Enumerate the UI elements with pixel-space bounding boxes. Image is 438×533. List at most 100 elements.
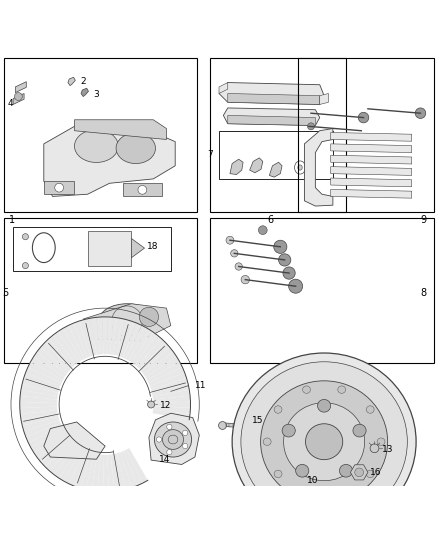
Text: 12: 12 xyxy=(160,401,171,410)
Ellipse shape xyxy=(274,470,282,478)
Polygon shape xyxy=(69,450,88,486)
Polygon shape xyxy=(141,347,173,374)
Bar xyxy=(298,59,434,212)
Polygon shape xyxy=(230,159,243,174)
Text: 1: 1 xyxy=(9,215,15,224)
Bar xyxy=(219,131,333,179)
Ellipse shape xyxy=(318,399,331,412)
Polygon shape xyxy=(64,449,85,484)
Polygon shape xyxy=(44,422,105,459)
Circle shape xyxy=(355,468,364,477)
Polygon shape xyxy=(114,453,126,491)
Polygon shape xyxy=(223,108,320,125)
Circle shape xyxy=(235,263,242,270)
Polygon shape xyxy=(153,406,191,414)
Polygon shape xyxy=(44,126,175,197)
Ellipse shape xyxy=(303,490,311,497)
Polygon shape xyxy=(20,396,57,403)
Circle shape xyxy=(231,249,238,257)
Polygon shape xyxy=(25,367,61,386)
Circle shape xyxy=(22,233,28,240)
Text: 9: 9 xyxy=(420,215,427,224)
Text: 15: 15 xyxy=(252,416,264,425)
Polygon shape xyxy=(41,343,71,372)
Polygon shape xyxy=(54,445,79,478)
Polygon shape xyxy=(81,88,88,96)
Polygon shape xyxy=(20,407,57,414)
Polygon shape xyxy=(22,417,59,432)
Polygon shape xyxy=(31,357,65,380)
Bar xyxy=(210,219,434,363)
Circle shape xyxy=(226,236,234,244)
Polygon shape xyxy=(331,155,412,164)
Polygon shape xyxy=(228,93,320,104)
Ellipse shape xyxy=(99,304,155,339)
Polygon shape xyxy=(34,352,67,377)
Polygon shape xyxy=(96,317,103,354)
Polygon shape xyxy=(21,384,58,396)
Polygon shape xyxy=(144,352,177,377)
Ellipse shape xyxy=(366,406,374,413)
Ellipse shape xyxy=(232,353,416,530)
Bar xyxy=(4,219,197,363)
Ellipse shape xyxy=(353,424,366,437)
Ellipse shape xyxy=(296,464,309,477)
Text: 2: 2 xyxy=(80,77,86,86)
Polygon shape xyxy=(80,453,94,490)
Polygon shape xyxy=(148,367,185,386)
Ellipse shape xyxy=(168,435,178,444)
Circle shape xyxy=(55,183,64,192)
Polygon shape xyxy=(126,448,148,483)
Polygon shape xyxy=(22,378,59,393)
Circle shape xyxy=(14,93,22,101)
Circle shape xyxy=(274,240,287,253)
Polygon shape xyxy=(152,410,190,419)
Polygon shape xyxy=(153,396,191,403)
Polygon shape xyxy=(74,321,91,358)
Polygon shape xyxy=(20,390,58,400)
Polygon shape xyxy=(20,410,58,420)
Circle shape xyxy=(258,226,267,235)
Circle shape xyxy=(283,267,295,279)
Polygon shape xyxy=(126,325,147,360)
Polygon shape xyxy=(228,115,315,125)
Circle shape xyxy=(219,422,226,430)
Polygon shape xyxy=(120,451,138,488)
Circle shape xyxy=(241,276,250,284)
Circle shape xyxy=(289,279,303,293)
Ellipse shape xyxy=(366,470,374,478)
Text: 6: 6 xyxy=(267,215,273,224)
Polygon shape xyxy=(37,347,69,374)
Circle shape xyxy=(183,443,188,449)
Polygon shape xyxy=(123,450,143,486)
Ellipse shape xyxy=(338,386,346,393)
Text: 7: 7 xyxy=(207,150,212,159)
Polygon shape xyxy=(113,318,125,356)
Polygon shape xyxy=(45,440,74,471)
Text: 13: 13 xyxy=(382,445,394,454)
Text: 8: 8 xyxy=(420,288,427,298)
Circle shape xyxy=(156,437,162,442)
Circle shape xyxy=(307,123,314,130)
Polygon shape xyxy=(28,362,63,383)
Polygon shape xyxy=(86,454,97,491)
Ellipse shape xyxy=(338,490,346,497)
Ellipse shape xyxy=(263,438,271,446)
Polygon shape xyxy=(68,323,87,359)
Polygon shape xyxy=(24,373,60,390)
Polygon shape xyxy=(58,328,81,362)
Text: 14: 14 xyxy=(159,455,170,464)
Bar xyxy=(13,227,171,271)
Polygon shape xyxy=(103,455,109,492)
Polygon shape xyxy=(85,318,97,356)
Polygon shape xyxy=(49,443,76,475)
Ellipse shape xyxy=(162,430,184,449)
Polygon shape xyxy=(123,323,142,359)
Polygon shape xyxy=(102,317,108,354)
Polygon shape xyxy=(131,331,157,365)
Text: 10: 10 xyxy=(307,476,318,484)
Polygon shape xyxy=(331,178,412,187)
Text: 4: 4 xyxy=(8,99,14,108)
Bar xyxy=(4,59,197,212)
Polygon shape xyxy=(13,93,24,104)
